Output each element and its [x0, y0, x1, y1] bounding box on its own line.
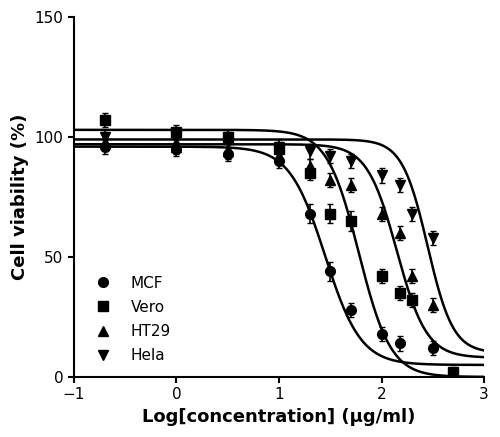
Y-axis label: Cell viability (%): Cell viability (%) [11, 114, 29, 280]
X-axis label: Log[concentration] (μg/ml): Log[concentration] (μg/ml) [142, 408, 416, 426]
Legend: MCF, Vero, HT29, Hela: MCF, Vero, HT29, Hela [82, 270, 177, 369]
